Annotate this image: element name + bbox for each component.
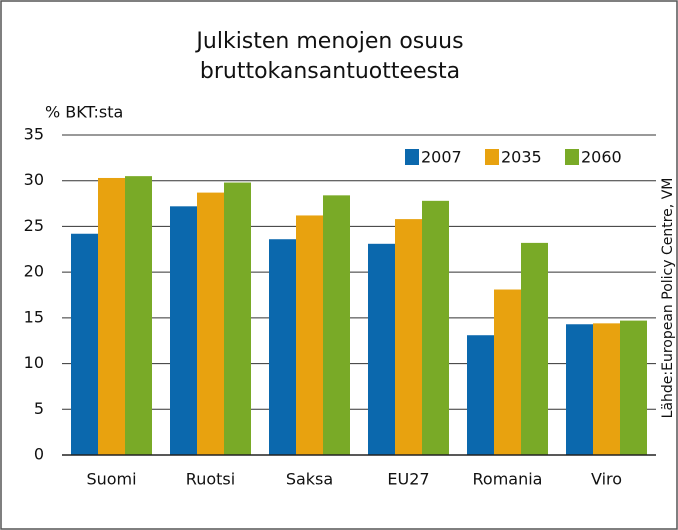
bar [566, 324, 593, 455]
x-tick-label: Saksa [286, 470, 333, 489]
legend-swatch [565, 149, 579, 165]
bar [71, 233, 98, 455]
y-axis-label: % BKT:sta [45, 103, 123, 122]
y-tick-label: 15 [24, 307, 44, 326]
y-tick-label: 10 [24, 353, 44, 372]
bar [422, 200, 449, 455]
x-tick-label: Viro [591, 470, 622, 489]
legend-swatch [405, 149, 419, 165]
x-tick-label: Suomi [86, 470, 136, 489]
bar [521, 242, 548, 455]
x-tick-label: Ruotsi [186, 470, 235, 489]
chart-title: bruttokansantuotteesta [200, 59, 460, 84]
y-tick-label: 35 [24, 125, 44, 144]
legend-label: 2035 [501, 148, 542, 167]
bar [368, 243, 395, 455]
bar [296, 215, 323, 455]
bar [197, 192, 224, 455]
source: Lähde:European Policy Centre, VM [660, 178, 676, 419]
bar [170, 206, 197, 455]
bar [593, 323, 620, 455]
x-tick-label: EU27 [387, 470, 429, 489]
y-tick-label: 5 [34, 399, 44, 418]
y-tick-label: 0 [34, 445, 44, 464]
bar [467, 335, 494, 455]
bar [125, 176, 152, 455]
legend-label: 2007 [421, 148, 462, 167]
legend-swatch [485, 149, 499, 165]
bar [494, 289, 521, 455]
chart-title: Julkisten menojen osuus [194, 29, 463, 54]
bar [269, 239, 296, 455]
legend-label: 2060 [581, 148, 622, 167]
y-tick-label: 25 [24, 216, 44, 235]
bar [323, 195, 350, 456]
y-tick-label: 30 [24, 170, 44, 189]
y-tick-label: 20 [24, 262, 44, 281]
bar [395, 219, 422, 455]
bar [98, 177, 125, 455]
x-tick-label: Romania [473, 470, 543, 489]
bar [620, 320, 647, 455]
bar [224, 182, 251, 456]
